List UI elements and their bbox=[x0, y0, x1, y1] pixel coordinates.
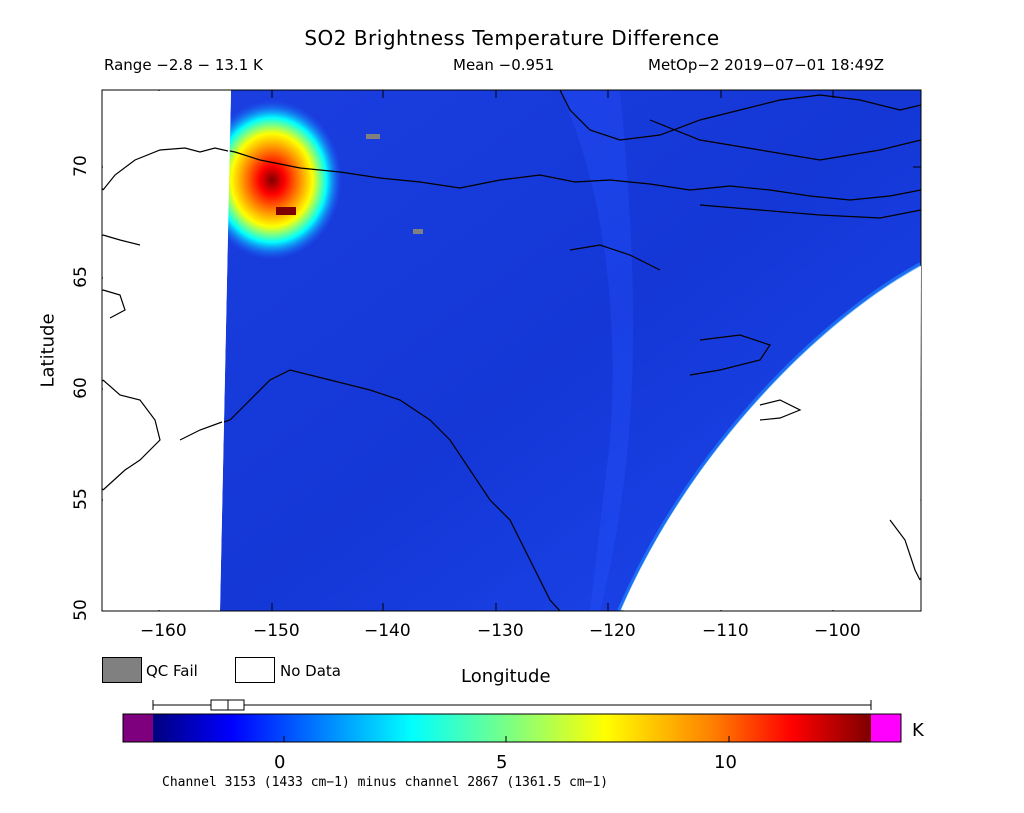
hotspot-peak bbox=[276, 207, 296, 215]
colorbar-tick-label: 0 bbox=[274, 752, 286, 773]
y-axis-label: Latitude bbox=[37, 313, 59, 388]
x-axis-label: Longitude bbox=[461, 666, 551, 687]
colorbar bbox=[122, 699, 902, 743]
qc-fail-pixel bbox=[413, 229, 423, 234]
so2-hotspot bbox=[202, 100, 342, 260]
satellite-timestamp-label: MetOp−2 2019−07−01 18:49Z bbox=[648, 56, 885, 74]
qc-fail-swatch bbox=[102, 657, 142, 683]
x-tick-label: −150 bbox=[253, 621, 300, 641]
x-tick-label: −110 bbox=[702, 621, 749, 641]
colorbar-tick-label: 10 bbox=[714, 752, 737, 773]
x-tick-label: −100 bbox=[814, 621, 861, 641]
y-tick-label: 50 bbox=[71, 599, 91, 621]
colorbar-gradient bbox=[153, 714, 871, 742]
colorbar-high-swatch bbox=[871, 714, 901, 742]
y-tick-label: 55 bbox=[71, 488, 91, 510]
map-title: SO2 Brightness Temperature Difference bbox=[304, 26, 720, 50]
colorbar-low-swatch bbox=[123, 714, 153, 742]
range-label: Range −2.8 − 13.1 K bbox=[104, 56, 263, 74]
swath-stripe bbox=[560, 90, 634, 611]
x-tick-label: −160 bbox=[140, 621, 187, 641]
colorbar-unit: K bbox=[912, 720, 924, 741]
qc-fail-pixel bbox=[366, 134, 380, 139]
no-data-label: No Data bbox=[280, 662, 341, 680]
channel-note: Channel 3153 (1433 cm−1) minus channel 2… bbox=[162, 775, 609, 790]
y-tick-label: 70 bbox=[71, 155, 91, 177]
plot-frame bbox=[101, 89, 922, 612]
y-tick-label: 60 bbox=[71, 377, 91, 399]
x-tick-label: −140 bbox=[364, 621, 411, 641]
data-swath bbox=[220, 90, 921, 611]
x-tick-label: −130 bbox=[477, 621, 524, 641]
no-data-swatch bbox=[235, 657, 275, 683]
y-tick-label: 65 bbox=[71, 266, 91, 288]
x-tick-label: −120 bbox=[589, 621, 636, 641]
colorbar-tick-label: 5 bbox=[496, 752, 508, 773]
qc-fail-label: QC Fail bbox=[146, 662, 198, 680]
mean-label: Mean −0.951 bbox=[453, 56, 555, 74]
